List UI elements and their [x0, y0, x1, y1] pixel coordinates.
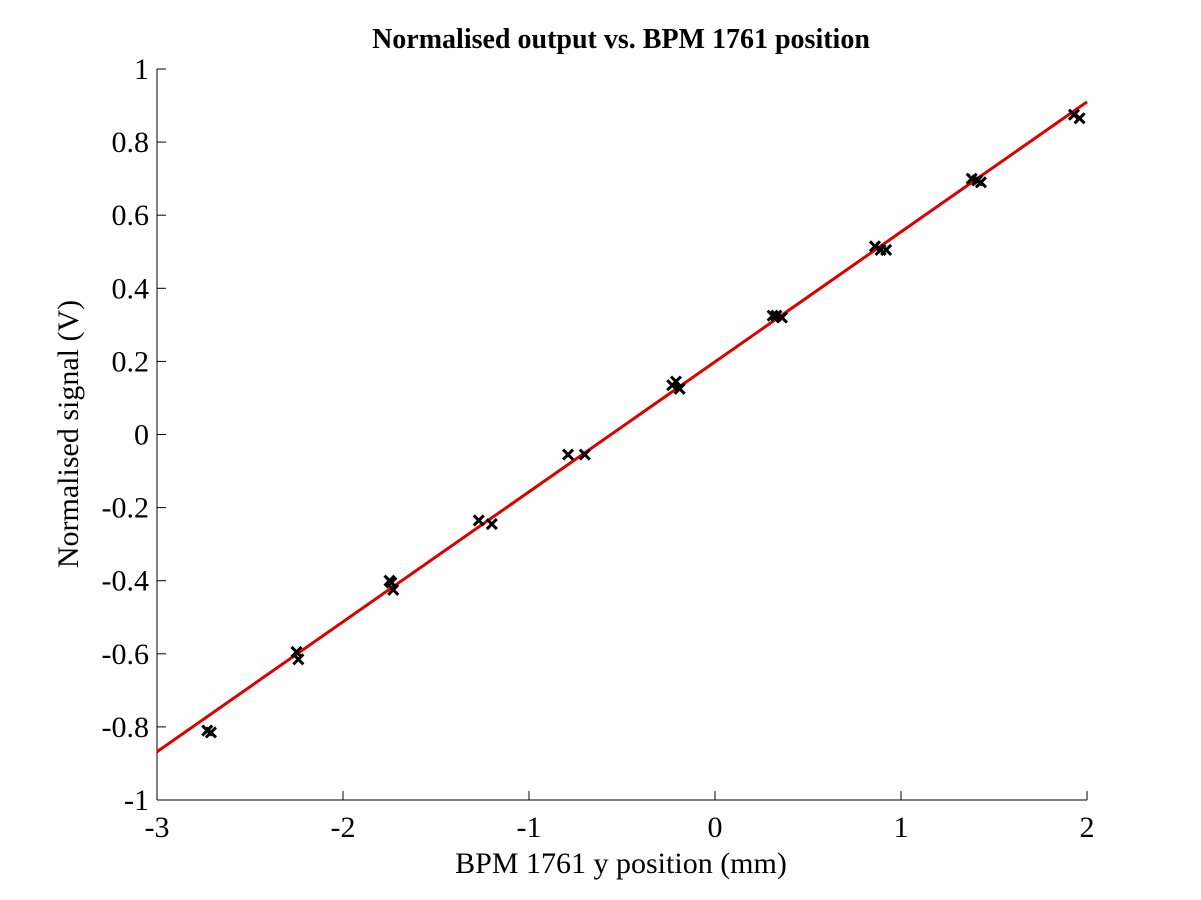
- marker-stroke: [1073, 112, 1086, 125]
- marker-stroke: [292, 653, 305, 666]
- y-tick-label: -1: [124, 784, 149, 817]
- marker-stroke: [974, 176, 988, 189]
- marker-stroke: [965, 172, 978, 185]
- axes: [156, 69, 1087, 801]
- chart-title: Normalised output vs. BPM 1761 position: [372, 24, 870, 55]
- marker-stroke: [770, 309, 783, 322]
- y-tick-label: -0.6: [102, 638, 150, 671]
- data-point-x-marker: [485, 517, 498, 531]
- data-point-x-marker: [1073, 112, 1086, 125]
- data-point-x-marker: [292, 653, 305, 666]
- x-axis-ticks: -3 -2 -1 0 1 2: [145, 791, 1095, 844]
- marker-stroke: [775, 311, 789, 324]
- y-tick-label: -0.4: [102, 565, 150, 598]
- x-tick-label: 2: [1080, 811, 1095, 844]
- marker-stroke: [561, 448, 575, 461]
- data-point-x-marker: [578, 448, 591, 461]
- marker-stroke: [387, 583, 400, 596]
- marker-stroke: [669, 375, 683, 388]
- data-point-x-marker: [472, 514, 485, 527]
- fit-line: [156, 100, 1088, 753]
- y-axis-ticks: -1 -0.8 -0.6 -0.4 -0.2 0 0.2 0.4 0.6 0.8 1: [102, 53, 166, 817]
- data-point-x-marker: [766, 309, 779, 322]
- data-point-x-marker: [561, 448, 575, 461]
- x-tick-label: -2: [331, 811, 356, 844]
- y-tick-label: 0.8: [112, 126, 150, 159]
- data-point-x-marker: [974, 176, 988, 189]
- data-point-x-marker: [669, 375, 683, 388]
- x-tick-label: 0: [708, 811, 723, 844]
- data-point-x-marker: [673, 382, 686, 395]
- marker-stroke: [880, 243, 893, 256]
- y-tick-label: 1: [134, 53, 149, 86]
- y-tick-label: -0.2: [102, 492, 150, 525]
- data-point-x-marker: [880, 243, 893, 256]
- marker-stroke: [673, 382, 686, 395]
- x-tick-label: 1: [894, 811, 909, 844]
- x-tick-label: -3: [145, 811, 170, 844]
- marker-stroke: [485, 517, 498, 531]
- y-tick-label: 0.2: [112, 345, 150, 378]
- data-points: [201, 108, 1086, 739]
- data-point-x-marker: [204, 726, 218, 739]
- y-tick-label: -0.8: [102, 711, 150, 744]
- x-axis-label: BPM 1761 y position (mm): [455, 847, 787, 880]
- marker-stroke: [766, 309, 779, 322]
- y-tick-label: 0.6: [112, 199, 150, 232]
- y-tick-label: 0: [134, 419, 149, 452]
- marker-stroke: [472, 514, 485, 527]
- x-tick-label: -1: [517, 811, 542, 844]
- fit-line-layer: [156, 100, 1088, 753]
- data-point-x-marker: [387, 583, 400, 596]
- marker-stroke: [578, 448, 591, 461]
- marker-stroke: [204, 726, 218, 739]
- y-axis-label: Normalised signal (V): [52, 300, 85, 568]
- y-tick-label: 0.4: [112, 272, 150, 305]
- data-point-x-marker: [775, 311, 789, 324]
